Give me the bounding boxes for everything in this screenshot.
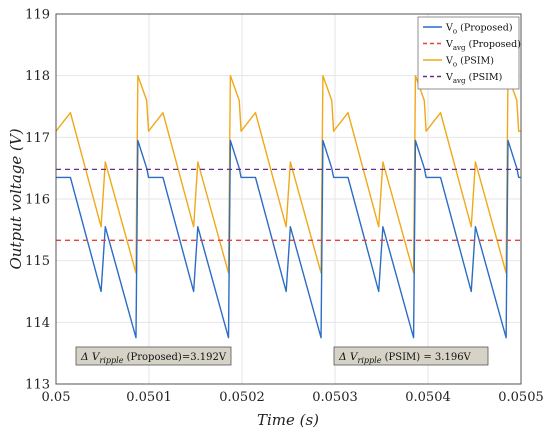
annotation-text: Δ Vripple (PSIM) = 3.196V (338, 351, 472, 365)
annotation-box (333, 346, 489, 366)
y-axis-label: Output voltage (V) (7, 128, 25, 269)
legend: Vo (Proposed) Vavg (Proposed) Vo (PSIM) Vav… (417, 16, 521, 90)
legend-box (417, 16, 520, 90)
x-tick-label: 0.0501 (126, 390, 172, 405)
plot-frame (55, 13, 522, 385)
y-tick-label: 113 (25, 378, 50, 393)
annotation-box (75, 346, 232, 366)
y-tick-label: 117 (25, 131, 50, 146)
x-tick-label: 0.05 (42, 390, 71, 405)
legend-label: Vavg (PSIM) (445, 72, 502, 85)
y-tick-label: 118 (25, 69, 50, 84)
y-tick-label: 116 (25, 193, 50, 208)
legend-label: Vavg (Proposed) (445, 39, 521, 52)
legend-label: Vo (PSIM) (445, 56, 494, 69)
y-tick-label: 115 (25, 254, 50, 269)
y-tick-label: 119 (25, 8, 50, 23)
x-tick-label: 0.0505 (498, 390, 544, 405)
x-axis-label: Time (s) (257, 411, 319, 429)
x-tick-label: 0.0504 (405, 390, 451, 405)
tick-labels: 0.05 0.0501 0.0502 0.0503 0.0504 0.0505 113 114… (25, 8, 544, 406)
annotations: Δ Vripple (Proposed)=3.192V Δ Vripple (PS… (75, 346, 489, 366)
x-tick-label: 0.0503 (312, 390, 358, 405)
series-group (55, 74, 521, 339)
x-tick-label: 0.0502 (219, 390, 265, 405)
series-line-0 (56, 139, 521, 339)
legend-label: Vo (Proposed) (445, 23, 513, 36)
annotation-text: Δ Vripple (Proposed)=3.192V (80, 351, 227, 365)
y-tick-label: 114 (25, 316, 50, 331)
